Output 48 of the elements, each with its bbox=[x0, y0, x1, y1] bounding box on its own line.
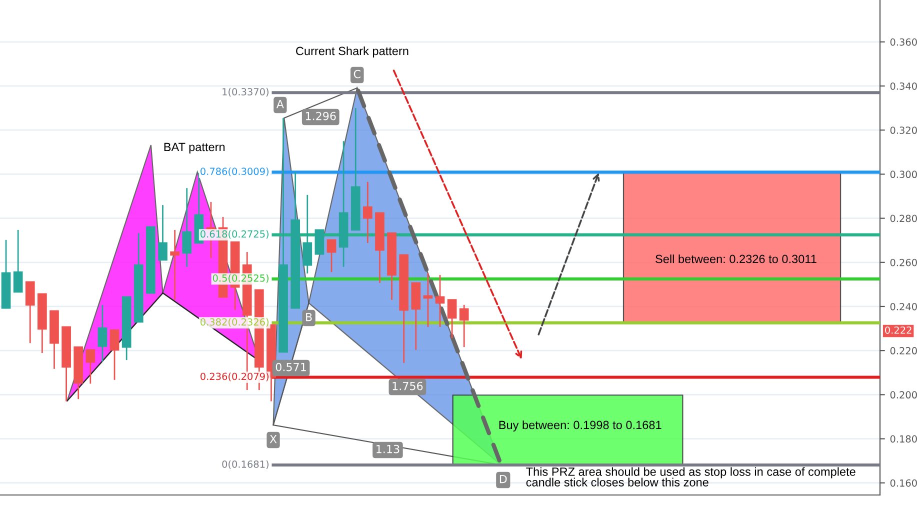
y-tick-label: 0.200 bbox=[890, 391, 917, 399]
annotation: 1.756 bbox=[392, 382, 423, 390]
candlestick bbox=[25, 281, 35, 344]
ref-line-label: 0.5(0.2525) bbox=[212, 274, 268, 283]
candlestick bbox=[86, 349, 96, 384]
text: 0.222 bbox=[885, 326, 912, 334]
y-tick-label: 0.260 bbox=[890, 258, 917, 266]
candlestick bbox=[326, 239, 336, 273]
candlestick bbox=[447, 299, 457, 339]
ref-line-label: 0.236(0.2079) bbox=[200, 372, 268, 382]
candlestick bbox=[302, 194, 312, 274]
annotation: B bbox=[306, 312, 312, 322]
ref-line-label: 0(0.1681) bbox=[222, 460, 268, 469]
annotation: 1.296 bbox=[306, 112, 336, 120]
candlestick bbox=[182, 187, 192, 268]
y-tick-label: 0.160 bbox=[890, 479, 917, 487]
y-tick-label: 0.240 bbox=[890, 302, 917, 310]
annotation: BAT pattern bbox=[164, 142, 225, 154]
ref-line-label: 0.786(0.3009) bbox=[200, 168, 268, 176]
annotation: This PRZ area should be used as stop loss in case of complete candle stick closes below this zone bbox=[526, 467, 856, 486]
annotation: C bbox=[354, 70, 360, 78]
y-tick-label: 0.320 bbox=[890, 126, 917, 134]
candlestick bbox=[13, 229, 23, 293]
y-tick-label: 0.280 bbox=[890, 214, 917, 222]
annotation: Current Shark pattern bbox=[296, 46, 408, 58]
ref-line-label: 0.382(0.2326) bbox=[200, 318, 268, 327]
candlestick bbox=[110, 329, 120, 381]
annotation: 1.13 bbox=[376, 444, 400, 454]
y-tick-label: 0.340 bbox=[890, 82, 917, 90]
y-tick-label: 0.220 bbox=[890, 347, 917, 354]
y-tick-label: 0.180 bbox=[890, 435, 917, 443]
candlestick bbox=[170, 229, 180, 301]
annotation: 0.571 bbox=[276, 362, 306, 372]
annotation: X bbox=[270, 434, 277, 444]
candlestick bbox=[423, 272, 433, 328]
y-tick-label: 0.360 bbox=[890, 38, 917, 46]
ref-line-label: 0.618(0.2725) bbox=[200, 230, 268, 239]
candlestick bbox=[158, 204, 168, 261]
ref-line-label: 1(0.3370) bbox=[222, 88, 268, 97]
candlestick bbox=[435, 274, 445, 328]
annotation: A bbox=[276, 100, 284, 108]
band-label: Buy between: 0.1998 to 0.1681 bbox=[499, 420, 662, 432]
candlestick bbox=[363, 181, 372, 244]
candlestick bbox=[98, 304, 108, 362]
band-label: Sell between: 0.2326 to 0.3011 bbox=[656, 254, 816, 264]
annotation: D bbox=[500, 474, 507, 484]
candlestick bbox=[459, 304, 469, 348]
y-tick-label: 0.300 bbox=[890, 170, 917, 178]
